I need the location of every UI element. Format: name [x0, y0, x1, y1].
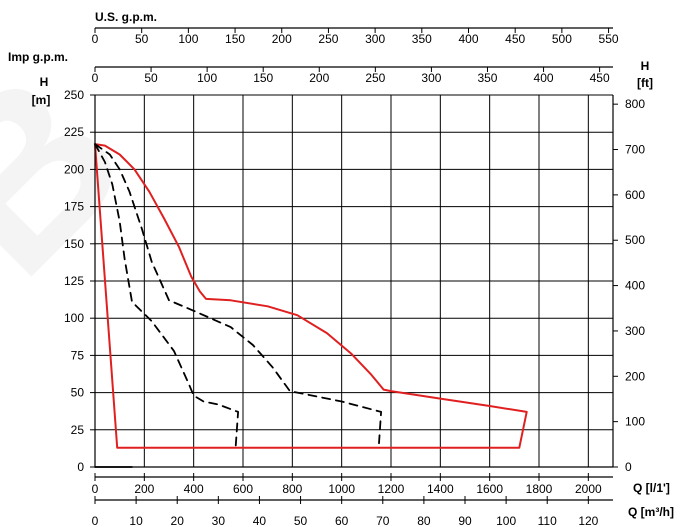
top-us-tick-label: 150: [225, 32, 245, 46]
bottom-lpm-axis-label: Q [l/1']: [633, 481, 670, 495]
bottom-m3h-tick-label: 10: [129, 514, 143, 527]
left-tick-label: 50: [71, 386, 85, 400]
bottom-lpm-tick-label: 1000: [328, 482, 355, 496]
left-tick-label: 100: [64, 311, 84, 325]
top-us-tick-label: 100: [178, 32, 198, 46]
bottom-lpm-tick-label: 0: [92, 482, 99, 496]
series-line-3: [94, 143, 240, 449]
top-us-tick-label: 250: [318, 32, 338, 46]
bottom-m3h-tick-label: 120: [578, 514, 598, 527]
bottom-m3h-axis-label: Q [m³/h]: [628, 505, 674, 519]
right-tick-label: 300: [625, 324, 645, 338]
bottom-m3h-tick-label: 60: [335, 514, 349, 527]
grid: [95, 94, 613, 467]
left-tick-label: 25: [71, 423, 85, 437]
bottom-lpm-tick-label: 1200: [378, 482, 405, 496]
bottom-m3h-tick-label: 50: [294, 514, 308, 527]
left-tick-label: 125: [64, 274, 84, 288]
bottom-m3h-tick-label: 0: [92, 514, 99, 527]
right-axis-unit: [ft]: [637, 76, 653, 90]
right-tick-label: 100: [625, 415, 645, 429]
bottom-m3h-tick-label: 100: [496, 514, 516, 527]
top-imp-tick-label: 50: [144, 71, 158, 85]
bottom-m3h-tick-label: 20: [171, 514, 185, 527]
top-imp-tick-label: 0: [92, 71, 99, 85]
bottom-lpm-tick-label: 2000: [575, 482, 602, 496]
left-tick-label: 0: [77, 460, 84, 474]
top-us-tick-label: 200: [272, 32, 292, 46]
top-us-axis-label: U.S. g.p.m.: [95, 10, 157, 24]
right-tick-label: 800: [625, 97, 645, 111]
left-tick-label: 250: [64, 88, 84, 102]
right-tick-label: 700: [625, 143, 645, 157]
left-tick-label: 175: [64, 200, 84, 214]
axes: 0255075100125150175200225250010020030040…: [64, 27, 645, 527]
right-tick-label: 200: [625, 369, 645, 383]
bottom-m3h-tick-label: 110: [538, 514, 557, 527]
bottom-lpm-tick-label: 1400: [427, 482, 454, 496]
top-us-tick-label: 500: [552, 32, 572, 46]
right-tick-label: 0: [625, 460, 632, 474]
bottom-lpm-tick-label: 200: [134, 482, 154, 496]
top-imp-tick-label: 250: [365, 71, 385, 85]
bottom-lpm-tick-label: 600: [233, 482, 253, 496]
bottom-m3h-tick-label: 90: [458, 514, 472, 527]
series-line-2: [94, 143, 383, 449]
series-line-1: [94, 143, 528, 449]
left-tick-label: 150: [64, 237, 84, 251]
left-tick-label: 75: [71, 348, 85, 362]
top-us-tick-label: 50: [135, 32, 149, 46]
left-axis-label: H: [40, 75, 49, 89]
top-imp-tick-label: 100: [197, 71, 217, 85]
bottom-m3h-tick-label: 40: [253, 514, 267, 527]
left-tick-label: 200: [64, 162, 84, 176]
left-axis-unit: [m]: [32, 93, 51, 107]
right-tick-label: 400: [625, 279, 645, 293]
bottom-lpm-tick-label: 800: [282, 482, 302, 496]
series-layer: [94, 143, 528, 468]
top-us-tick-label: 300: [365, 32, 385, 46]
top-imp-tick-label: 200: [309, 71, 329, 85]
top-us-tick-label: 350: [412, 32, 432, 46]
bottom-m3h-tick-label: 30: [212, 514, 226, 527]
top-imp-tick-label: 350: [477, 71, 497, 85]
right-tick-label: 600: [625, 188, 645, 202]
bottom-m3h-tick-label: 80: [417, 514, 431, 527]
bottom-lpm-tick-label: 1800: [526, 482, 553, 496]
top-imp-tick-label: 450: [590, 71, 610, 85]
top-us-tick-label: 400: [458, 32, 478, 46]
left-tick-label: 225: [64, 125, 84, 139]
top-imp-axis-label: Imp g.p.m.: [8, 50, 68, 64]
top-us-tick-label: 550: [599, 32, 619, 46]
axis-labels: U.S. g.p.m. Imp g.p.m. H [m] H [ft] Q [l…: [8, 10, 674, 519]
top-imp-tick-label: 300: [421, 71, 441, 85]
top-imp-tick-label: 150: [253, 71, 273, 85]
top-us-tick-label: 0: [92, 32, 99, 46]
right-tick-label: 500: [625, 233, 645, 247]
top-imp-tick-label: 400: [534, 71, 554, 85]
bottom-m3h-tick-label: 70: [376, 514, 390, 527]
top-us-tick-label: 450: [505, 32, 525, 46]
bottom-lpm-tick-label: 400: [184, 482, 204, 496]
right-axis-label: H: [641, 59, 650, 73]
bottom-lpm-tick-label: 1600: [476, 482, 503, 496]
